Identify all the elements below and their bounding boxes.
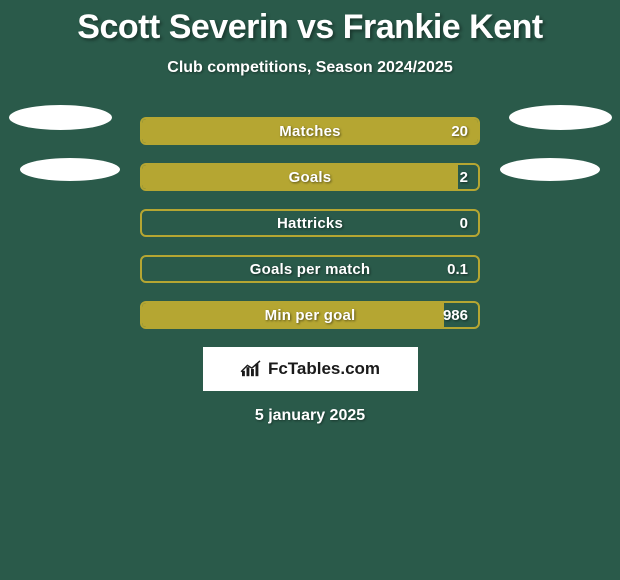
stat-bar: Hattricks0 (140, 209, 480, 237)
stat-value: 20 (451, 119, 468, 143)
page-title: Scott Severin vs Frankie Kent (0, 0, 620, 47)
stat-label: Hattricks (142, 211, 478, 235)
stat-label: Min per goal (142, 303, 478, 327)
stat-bar: Matches20 (140, 117, 480, 145)
right-ellipse (509, 105, 612, 130)
stat-label: Goals (142, 165, 478, 189)
stat-value: 986 (443, 303, 468, 327)
logo-box: FcTables.com (203, 347, 418, 391)
date-label: 5 january 2025 (0, 407, 620, 425)
stat-bar: Goals per match0.1 (140, 255, 480, 283)
stat-row: Goals2 (0, 163, 620, 191)
left-ellipse (20, 158, 120, 181)
stat-value: 0.1 (447, 257, 468, 281)
comparison-chart: Matches20Goals2Hattricks0Goals per match… (0, 117, 620, 329)
stat-label: Matches (142, 119, 478, 143)
bar-chart-icon (240, 360, 262, 378)
stat-row: Hattricks0 (0, 209, 620, 237)
subtitle: Club competitions, Season 2024/2025 (0, 59, 620, 77)
stat-row: Matches20 (0, 117, 620, 145)
stat-label: Goals per match (142, 257, 478, 281)
right-ellipse (500, 158, 600, 181)
stat-bar: Goals2 (140, 163, 480, 191)
stat-row: Goals per match0.1 (0, 255, 620, 283)
logo-text: FcTables.com (268, 359, 380, 379)
stat-value: 2 (460, 165, 468, 189)
stat-value: 0 (460, 211, 468, 235)
stat-row: Min per goal986 (0, 301, 620, 329)
left-ellipse (9, 105, 112, 130)
stat-bar: Min per goal986 (140, 301, 480, 329)
